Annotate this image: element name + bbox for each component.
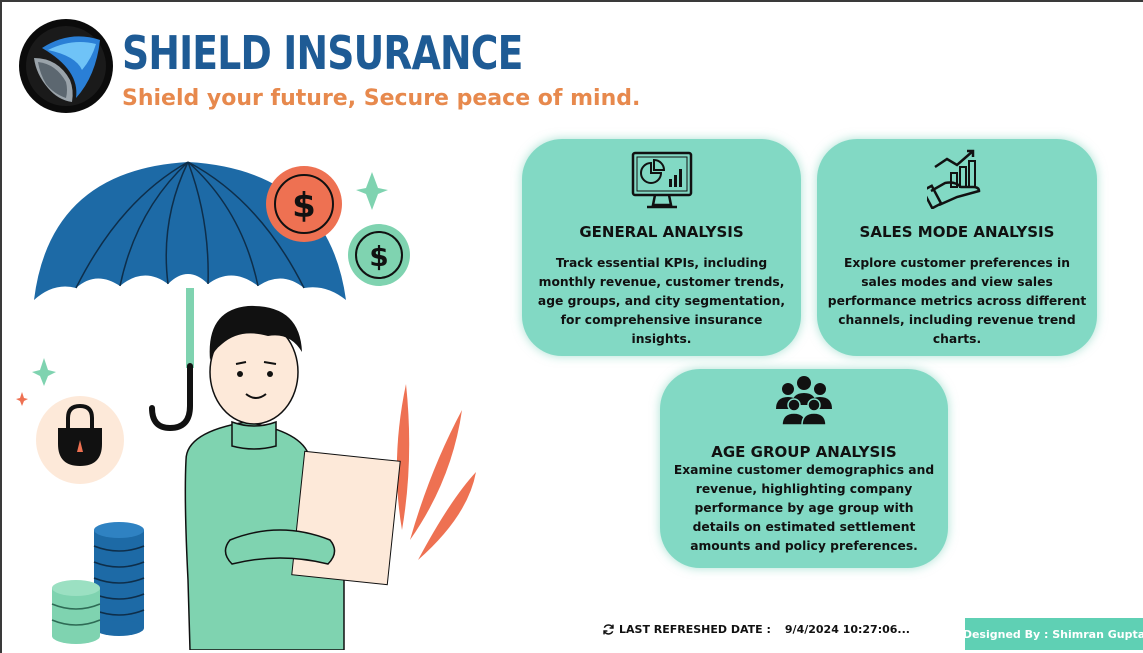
person-illustration	[184, 305, 401, 650]
sparkle-icon	[32, 358, 56, 386]
card-description: Track essential KPIs, including monthly …	[537, 256, 786, 346]
refresh-label: LAST REFRESHED DATE :	[619, 623, 771, 636]
card-title: GENERAL ANALYSIS	[579, 223, 744, 241]
insurance-illustration: $ $	[16, 161, 476, 650]
growth-chart-hand-icon	[927, 149, 981, 209]
coin-stack-icon	[93, 522, 145, 636]
general-analysis-card[interactable]: GENERAL ANALYSIS Track essential KPIs, i…	[522, 139, 801, 356]
leaf-plant-icon	[396, 384, 476, 560]
dollar-symbol: $	[369, 240, 388, 273]
shield-logo-icon	[19, 19, 113, 113]
dollar-symbol: $	[292, 186, 316, 226]
refresh-icon	[603, 624, 614, 635]
dollar-coin-icon: $	[348, 224, 410, 286]
card-description: Examine customer demographics and revenu…	[673, 463, 935, 553]
dashboard-monitor-icon	[631, 151, 692, 209]
last-refreshed: LAST REFRESHED DATE : 9/4/2024 10:27:06.…	[602, 623, 910, 636]
refresh-value: 9/4/2024 10:27:06...	[784, 623, 910, 636]
brand-title: SHIELD INSURANCE	[122, 26, 523, 80]
designed-by-badge: Designed By : Shimran Gupta	[963, 618, 1143, 650]
dollar-coin-icon: $	[266, 166, 342, 242]
people-group-icon	[776, 376, 832, 426]
sparkle-icon	[356, 172, 388, 210]
coin-stack-icon	[51, 580, 101, 644]
card-description: Explore customer preferences in sales mo…	[827, 256, 1087, 346]
card-title: AGE GROUP ANALYSIS	[711, 443, 897, 461]
sparkle-icon	[16, 392, 28, 406]
brand-tagline: Shield your future, Secure peace of mind…	[122, 86, 641, 111]
card-title: SALES MODE ANALYSIS	[859, 223, 1055, 241]
padlock-icon	[36, 396, 124, 484]
age-group-analysis-card[interactable]: AGE GROUP ANALYSIS Examine customer demo…	[660, 369, 948, 568]
sales-mode-analysis-card[interactable]: SALES MODE ANALYSIS Explore customer pre…	[817, 139, 1097, 356]
